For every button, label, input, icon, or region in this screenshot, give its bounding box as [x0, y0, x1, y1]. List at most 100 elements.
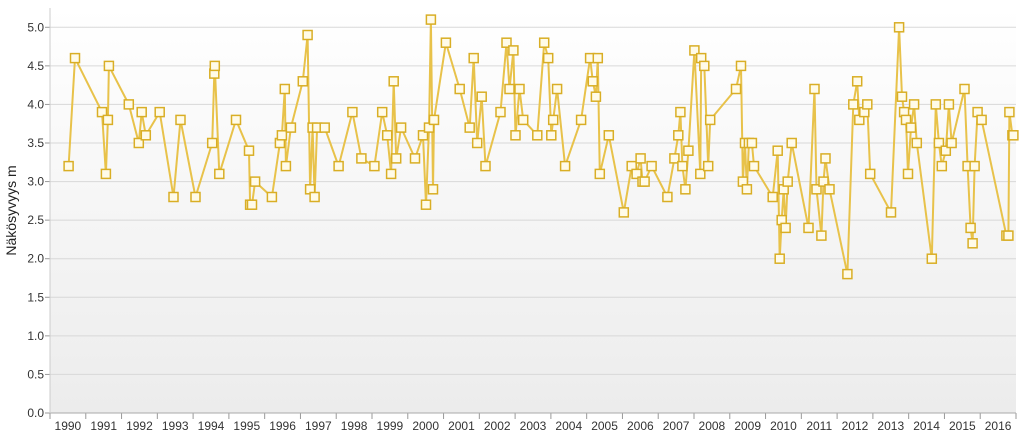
- data-point[interactable]: [504, 83, 515, 95]
- data-point[interactable]: [646, 160, 657, 172]
- data-point[interactable]: [381, 130, 393, 141]
- data-point[interactable]: [209, 60, 221, 72]
- data-point[interactable]: [959, 83, 970, 95]
- data-point[interactable]: [427, 184, 439, 195]
- data-point[interactable]: [168, 191, 179, 203]
- data-point[interactable]: [428, 114, 440, 126]
- data-point[interactable]: [508, 45, 519, 56]
- data-point[interactable]: [809, 83, 820, 95]
- data-point[interactable]: [976, 114, 987, 126]
- data-point[interactable]: [851, 76, 863, 87]
- data-point[interactable]: [480, 160, 491, 172]
- data-point[interactable]: [1008, 130, 1019, 141]
- data-point[interactable]: [476, 91, 487, 102]
- data-point[interactable]: [908, 99, 920, 110]
- data-point[interactable]: [154, 106, 165, 118]
- data-point[interactable]: [926, 253, 938, 264]
- data-point[interactable]: [702, 160, 714, 172]
- data-point[interactable]: [546, 130, 557, 141]
- data-point[interactable]: [969, 160, 980, 172]
- data-point[interactable]: [495, 106, 506, 118]
- data-point[interactable]: [230, 114, 242, 126]
- data-point[interactable]: [388, 76, 399, 87]
- data-point[interactable]: [1004, 106, 1015, 118]
- data-point[interactable]: [266, 191, 278, 203]
- data-point[interactable]: [677, 160, 688, 172]
- data-point[interactable]: [409, 153, 421, 164]
- data-point[interactable]: [673, 130, 684, 141]
- data-point[interactable]: [559, 160, 571, 172]
- data-point[interactable]: [639, 176, 650, 187]
- data-point[interactable]: [319, 122, 330, 133]
- data-point[interactable]: [285, 122, 297, 133]
- data-point[interactable]: [140, 130, 152, 141]
- data-point[interactable]: [943, 99, 955, 110]
- data-point[interactable]: [471, 137, 483, 149]
- data-point[interactable]: [501, 37, 512, 48]
- data-point[interactable]: [532, 130, 543, 141]
- data-point[interactable]: [902, 168, 914, 180]
- data-point[interactable]: [464, 122, 475, 133]
- data-point[interactable]: [297, 76, 309, 87]
- data-point[interactable]: [102, 114, 114, 126]
- data-point[interactable]: [575, 114, 587, 126]
- data-point[interactable]: [133, 137, 145, 149]
- data-point[interactable]: [175, 114, 186, 126]
- data-point[interactable]: [603, 130, 615, 141]
- data-point[interactable]: [103, 60, 115, 72]
- data-point[interactable]: [735, 60, 747, 72]
- data-point[interactable]: [704, 114, 716, 126]
- data-point[interactable]: [279, 83, 291, 95]
- data-point[interactable]: [369, 160, 380, 172]
- data-point[interactable]: [680, 184, 691, 195]
- data-point[interactable]: [302, 29, 313, 41]
- data-point[interactable]: [748, 160, 760, 172]
- data-point[interactable]: [848, 99, 859, 110]
- data-point[interactable]: [893, 22, 905, 33]
- data-point[interactable]: [675, 106, 686, 118]
- data-point[interactable]: [662, 191, 673, 203]
- data-point[interactable]: [587, 76, 599, 87]
- data-point[interactable]: [820, 153, 831, 164]
- data-point[interactable]: [63, 160, 74, 172]
- data-point[interactable]: [774, 253, 785, 264]
- data-point[interactable]: [933, 137, 945, 149]
- data-point[interactable]: [538, 37, 550, 48]
- data-point[interactable]: [440, 37, 452, 48]
- data-point[interactable]: [590, 91, 602, 102]
- data-point[interactable]: [280, 160, 292, 172]
- data-point[interactable]: [818, 176, 829, 187]
- data-point[interactable]: [390, 153, 402, 164]
- data-point[interactable]: [454, 83, 465, 95]
- data-point[interactable]: [896, 91, 908, 102]
- data-point[interactable]: [136, 106, 147, 118]
- data-point[interactable]: [730, 83, 742, 95]
- data-point[interactable]: [946, 137, 957, 149]
- data-point[interactable]: [786, 137, 797, 149]
- data-point[interactable]: [631, 168, 642, 180]
- data-point[interactable]: [243, 145, 255, 156]
- data-point[interactable]: [417, 130, 429, 141]
- data-point[interactable]: [246, 199, 258, 210]
- data-point[interactable]: [376, 106, 388, 118]
- data-point[interactable]: [333, 160, 344, 172]
- data-point[interactable]: [206, 137, 218, 149]
- data-point[interactable]: [911, 137, 923, 149]
- data-point[interactable]: [936, 160, 948, 172]
- data-point[interactable]: [190, 191, 201, 203]
- data-point[interactable]: [930, 99, 942, 110]
- data-point[interactable]: [249, 176, 261, 187]
- data-point[interactable]: [772, 145, 783, 156]
- data-point[interactable]: [635, 153, 646, 164]
- data-point[interactable]: [96, 106, 108, 118]
- data-point[interactable]: [864, 168, 876, 180]
- data-point[interactable]: [214, 168, 225, 180]
- data-point[interactable]: [514, 83, 525, 95]
- data-point[interactable]: [309, 191, 320, 203]
- data-point[interactable]: [699, 60, 710, 72]
- data-point[interactable]: [842, 268, 853, 280]
- data-point[interactable]: [669, 153, 680, 164]
- data-point[interactable]: [782, 176, 793, 187]
- data-point[interactable]: [69, 52, 81, 64]
- data-point[interactable]: [100, 168, 112, 180]
